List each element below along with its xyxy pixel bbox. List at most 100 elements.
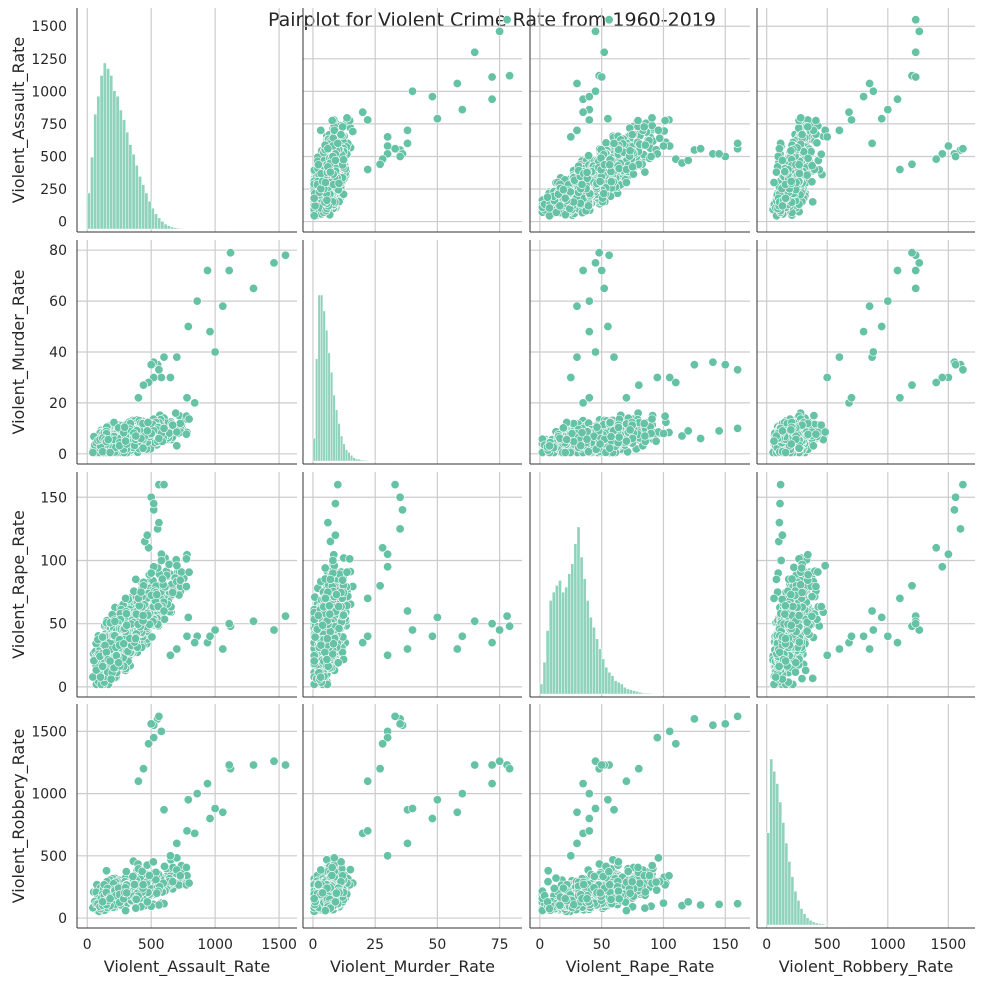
scatter-point	[803, 122, 813, 132]
scatter-point	[606, 177, 616, 187]
scatter-point	[502, 15, 512, 25]
scatter-point	[313, 160, 323, 170]
scatter-point	[780, 167, 790, 177]
histogram-bar	[173, 227, 177, 230]
scatter-point	[653, 125, 663, 135]
scatter-point	[911, 47, 921, 57]
scatter-point	[609, 138, 619, 148]
scatter-point	[771, 167, 781, 177]
scatter-point	[383, 141, 393, 151]
scatter-point	[812, 138, 822, 148]
scatter-point	[560, 193, 570, 203]
scatter-point	[786, 146, 796, 156]
scatter-point	[683, 155, 693, 165]
scatter-point	[395, 152, 405, 162]
scatter-point	[599, 47, 609, 57]
scatter-point	[803, 153, 813, 163]
scatter-point	[309, 193, 319, 203]
scatter-point	[822, 132, 832, 142]
tick-label-y: 1000	[31, 84, 67, 100]
scatter-point	[327, 116, 337, 126]
scatter-point	[363, 165, 373, 175]
tick-label-y: 0	[58, 215, 67, 231]
histogram-bar	[138, 176, 142, 230]
scatter-point	[604, 15, 614, 25]
scatter-point	[363, 115, 373, 125]
scatter-point	[375, 159, 385, 169]
scatter-point	[958, 144, 968, 154]
scatter-point	[582, 168, 592, 178]
scatter-point	[310, 201, 320, 211]
scatter-point	[647, 113, 657, 123]
tick-label-y: 500	[40, 149, 67, 165]
panel-Violent_Assault_Rate-vs-Violent_Assault_Rate: 0250500750100012501500Violent_Assault_Ra…	[9, 8, 297, 233]
scatter-point	[338, 122, 348, 132]
scatter-point	[877, 114, 887, 124]
scatter-point	[348, 127, 358, 137]
scatter-point	[867, 138, 877, 148]
histogram-bar	[90, 156, 94, 230]
histogram-bar	[109, 75, 114, 230]
histogram-bar	[179, 228, 184, 230]
scatter-point	[658, 141, 668, 151]
scatter-point	[577, 180, 587, 190]
scatter-point	[330, 155, 340, 165]
scatter-point	[655, 133, 665, 143]
scatter-point	[309, 211, 319, 221]
scatter-point	[358, 107, 368, 117]
scatter-point	[797, 130, 807, 140]
histogram-bar	[170, 226, 174, 230]
scatter-point	[558, 185, 568, 195]
scatter-point	[892, 94, 902, 104]
histogram-bar	[131, 154, 136, 230]
scatter-point	[572, 125, 582, 135]
scatter-point	[808, 197, 818, 207]
scatter-point	[584, 92, 594, 102]
scatter-point	[555, 201, 565, 211]
scatter-point	[911, 15, 921, 25]
histogram-bar	[87, 192, 91, 230]
scatter-point	[322, 195, 332, 205]
scatter-point	[621, 178, 631, 188]
scatter-point	[487, 72, 497, 82]
scatter-point	[583, 201, 593, 211]
histogram-bar	[150, 208, 155, 230]
scatter-point	[714, 149, 724, 159]
scatter-point	[816, 149, 826, 159]
scatter-point	[807, 161, 817, 171]
scatter-point	[777, 155, 787, 165]
scatter-point	[627, 130, 637, 140]
tick-label-y: 1250	[31, 52, 67, 68]
histogram-bar	[119, 109, 123, 230]
panel-Violent_Assault_Rate-vs-Violent_Murder_Rate	[302, 8, 522, 233]
scatter-point	[407, 86, 417, 96]
scatter-point	[495, 26, 505, 36]
histogram-bar	[112, 90, 117, 230]
scatter-point	[859, 92, 869, 102]
histogram-bar	[115, 95, 120, 230]
panel-grid: 0250500750100012501500Violent_Assault_Ra…	[9, 8, 975, 977]
scatter-point	[883, 105, 893, 115]
scatter-point	[605, 160, 615, 170]
scatter-point	[794, 169, 804, 179]
scatter-point	[640, 167, 650, 177]
scatter-point	[633, 116, 643, 126]
histogram-bar	[96, 95, 101, 230]
scatter-point	[402, 125, 412, 135]
scatter-point	[640, 140, 650, 150]
histogram-bar	[176, 227, 181, 230]
scatter-point	[325, 167, 335, 177]
scatter-point	[603, 114, 613, 124]
scatter-point	[774, 144, 784, 154]
scatter-point	[868, 86, 878, 96]
scatter-point	[390, 144, 400, 154]
histogram-bar	[93, 113, 98, 230]
scatter-point	[595, 176, 605, 186]
histogram-bar	[141, 184, 145, 230]
scatter-point	[943, 141, 953, 151]
histogram-bar	[106, 68, 110, 230]
scatter-point	[316, 125, 326, 135]
scatter-point	[625, 146, 635, 156]
scatter-point	[584, 151, 594, 161]
